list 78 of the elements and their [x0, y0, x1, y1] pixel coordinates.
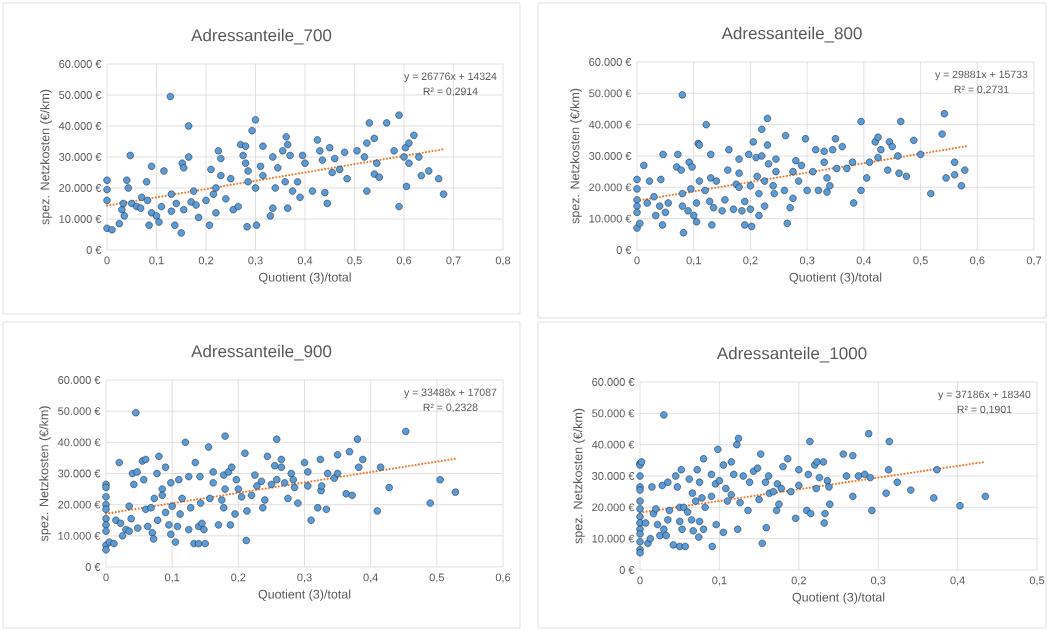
y-tick-label: 60.000 €: [58, 376, 101, 384]
x-axis-title: Quotient (3)/total: [258, 589, 351, 602]
x-tick-label: 0,5: [429, 573, 445, 583]
x-tick-label: 0,1: [712, 576, 727, 586]
x-tick-label: 0,3: [248, 256, 263, 266]
y-tick-label: 30.000 €: [592, 472, 635, 480]
x-tick-label: 0,6: [396, 256, 412, 266]
x-tick-label: 0,5: [347, 256, 362, 266]
annotation: R² = 0,2914: [423, 87, 478, 97]
x-tick-label: 0: [634, 256, 640, 265]
x-axis-title: Quotient (3)/total: [259, 272, 351, 285]
y-tick-label: 40.000 €: [591, 440, 635, 449]
y-tick-label: 0 €: [619, 566, 635, 574]
y-tick-label: 50.000 €: [592, 409, 635, 418]
x-tick-label: 0,3: [871, 576, 886, 586]
y-axis-title: spez. Netzkosten (€/km): [570, 88, 582, 224]
y-tick-label: 20.000 €: [58, 500, 101, 509]
y-tick-label: 50.000 €: [589, 89, 632, 98]
x-tick-label: 0,3: [297, 573, 312, 583]
x-tick-label: 0,1: [149, 256, 164, 266]
x-tick-label: 0,5: [913, 256, 928, 266]
x-tick-label: 0,2: [198, 256, 214, 266]
chart-title: Adressanteile_900: [191, 344, 332, 361]
y-tick-label: 30.000 €: [58, 469, 101, 478]
x-tick-label: 0,8: [495, 256, 511, 266]
x-tick-label: 0,2: [743, 256, 758, 266]
y-tick-label: 0 €: [86, 246, 102, 254]
x-tick-label: 0: [104, 256, 110, 265]
x-axis-title: Quotient (3)/total: [789, 272, 882, 285]
x-tick-label: 0,6: [970, 256, 985, 266]
annotation: y = 37186x + 18340: [938, 390, 1031, 401]
chart-title: Adressanteile_800: [721, 26, 862, 43]
y-tick-label: 20.000 €: [592, 503, 635, 512]
y-tick-label: 10.000 €: [58, 531, 101, 540]
x-tick-label: 0,2: [791, 576, 806, 586]
y-tick-label: 0 €: [85, 563, 101, 571]
x-tick-label: 0: [103, 573, 109, 582]
y-axis-title: spez. Netzkosten (€/km): [573, 408, 585, 544]
y-tick-label: 40.000 €: [588, 120, 632, 129]
annotation: y = 26776x + 14324: [404, 72, 497, 83]
annotation: R² = 0,2731: [954, 85, 1009, 95]
y-tick-label: 30.000 €: [59, 153, 102, 161]
y-tick-label: 10.000 €: [592, 534, 635, 543]
x-tick-label: 0,3: [799, 256, 815, 266]
y-tick-label: 40.000 €: [58, 122, 102, 130]
y-tick-label: 10.000 €: [59, 215, 102, 223]
x-tick-label: 0,7: [446, 256, 461, 266]
x-tick-label: 0,4: [363, 573, 378, 583]
chart-title: Adressanteile_700: [191, 28, 332, 45]
y-tick-label: 40.000 €: [57, 438, 101, 447]
y-tick-label: 60.000 €: [589, 58, 632, 66]
x-tick-label: 0,6: [495, 573, 511, 583]
annotation: y = 33488x + 17087: [404, 388, 497, 399]
y-tick-label: 20.000 €: [589, 183, 632, 192]
x-tick-label: 0,1: [686, 256, 701, 266]
y-tick-label: 10.000 €: [589, 214, 632, 223]
y-tick-label: 20.000 €: [59, 184, 102, 192]
x-tick-label: 0,1: [164, 573, 180, 583]
y-tick-label: 0 €: [616, 246, 632, 254]
x-tick-label: 0,2: [231, 573, 246, 583]
annotation: R² = 0,1901: [957, 405, 1012, 415]
x-tick-label: 0,7: [1026, 256, 1042, 266]
x-axis-title: Quotient (3)/total: [792, 592, 885, 605]
x-tick-label: 0,4: [856, 256, 872, 266]
y-tick-label: 60.000 €: [59, 60, 102, 68]
x-tick-label: 0,5: [1029, 576, 1045, 586]
y-axis-title: spez. Netzkosten (€/km): [39, 406, 51, 542]
y-tick-label: 50.000 €: [59, 91, 102, 99]
x-tick-label: 0,4: [950, 576, 965, 586]
chart-title: Adressanteile_1000: [716, 346, 867, 363]
y-tick-label: 60.000 €: [592, 378, 635, 386]
y-tick-label: 50.000 €: [58, 407, 101, 416]
x-tick-label: 0,4: [297, 256, 313, 266]
y-axis-title: spez. Netzkosten (€/km): [40, 89, 52, 225]
y-tick-label: 30.000 €: [589, 152, 632, 160]
x-tick-label: 0: [637, 576, 643, 585]
annotation: R² = 0,2328: [423, 403, 478, 413]
annotation: y = 29881x + 15733: [935, 70, 1028, 81]
